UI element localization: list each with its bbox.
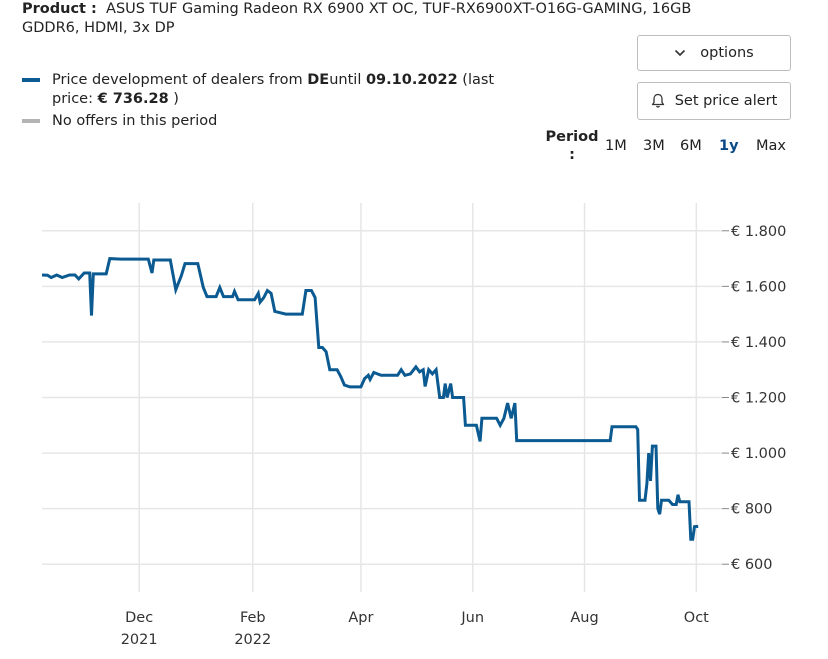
x-tick-label: Oct [684, 610, 709, 626]
legend-swatch-no-offers [22, 119, 40, 123]
y-tick-label: € 1.800 [731, 224, 786, 240]
legend-swatch-price [22, 78, 40, 82]
legend-item-no-offers[interactable]: No offers in this period [22, 112, 532, 131]
price-alert-label: Set price alert [674, 93, 778, 109]
options-label: options [700, 45, 754, 61]
x-tick-label: Aug [570, 610, 598, 626]
y-tick-label: € 1.200 [731, 391, 786, 407]
y-tick-label: € 600 [731, 557, 773, 573]
x-tick-label: Apr [348, 610, 373, 626]
period-label: Period : [545, 129, 599, 163]
legend-text-no-offers: No offers in this period [52, 113, 218, 129]
legend-item-price[interactable]: Price development of dealers from DEunti… [22, 71, 532, 109]
y-tick-label: € 1.000 [731, 446, 786, 462]
product-label: Product : [22, 1, 97, 17]
bell-icon [651, 93, 665, 109]
y-tick-label: € 800 [731, 502, 773, 518]
chevron-down-icon [674, 49, 686, 57]
price-series-line [41, 257, 699, 541]
x-tick-label: Dec [125, 610, 153, 626]
period-option-3m[interactable]: 3M [643, 138, 665, 154]
set-price-alert-button[interactable]: Set price alert [637, 82, 791, 120]
period-option-1y[interactable]: 1y [719, 138, 739, 154]
period-option-1m[interactable]: 1M [605, 138, 627, 154]
options-button[interactable]: options [637, 35, 791, 71]
legend-text-price: Price development of dealers from DEunti… [52, 72, 495, 107]
y-tick-label: € 1.600 [731, 279, 786, 295]
x-tick-year-label: 2022 [234, 632, 271, 648]
x-tick-label: Jun [460, 610, 484, 626]
product-title: Product : ASUS TUF Gaming Radeon RX 6900… [22, 0, 742, 38]
x-tick-label: Feb [240, 610, 266, 626]
product-name: ASUS TUF Gaming Radeon RX 6900 XT OC, TU… [22, 1, 692, 36]
y-tick-label: € 1.400 [731, 335, 786, 351]
period-option-max[interactable]: Max [756, 138, 786, 154]
period-option-6m[interactable]: 6M [680, 138, 702, 154]
x-tick-year-label: 2021 [121, 632, 158, 648]
